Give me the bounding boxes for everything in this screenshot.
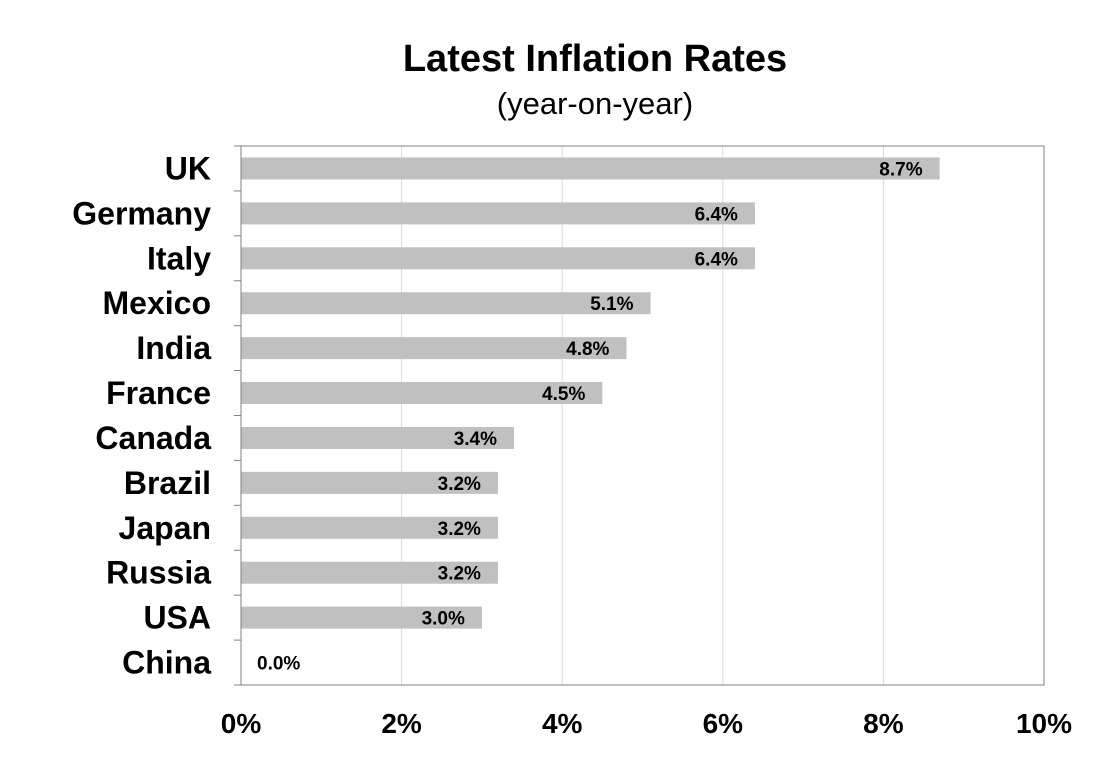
plot-frame xyxy=(234,145,1045,686)
x-tick-label-4: 4% xyxy=(542,708,583,739)
x-tick-label-2: 2% xyxy=(381,708,422,739)
x-tick-label-6: 6% xyxy=(703,708,744,739)
category-label-germany: Germany xyxy=(72,195,211,231)
bar-brazil xyxy=(241,471,498,494)
bar-uk xyxy=(241,157,940,180)
data-label-uk: 8.7% xyxy=(879,159,922,180)
data-label-canada: 3.4% xyxy=(454,429,497,450)
category-label-india: India xyxy=(136,330,211,366)
x-tick-label-0: 0% xyxy=(221,708,262,739)
data-label-germany: 6.4% xyxy=(695,204,738,225)
category-label-mexico: Mexico xyxy=(103,285,211,321)
category-label-canada: Canada xyxy=(95,420,211,456)
data-label-france: 4.5% xyxy=(542,384,585,405)
category-label-italy: Italy xyxy=(147,240,211,276)
x-tick-labels: 0% 2% 4% 6% 8% 10% xyxy=(221,708,1072,739)
category-label-uk: UK xyxy=(165,150,211,186)
x-tick-label-10: 10% xyxy=(1016,708,1072,739)
gridlines xyxy=(401,146,884,685)
bar-italy xyxy=(241,247,755,270)
category-labels: UK Germany Italy Mexico India France Canada Bra… xyxy=(72,150,211,680)
category-label-usa: USA xyxy=(143,600,211,636)
category-label-china: China xyxy=(122,645,211,681)
chart-title: Latest Inflation Rates xyxy=(403,38,787,80)
bar-canada xyxy=(241,426,515,449)
bar-russia xyxy=(241,561,498,584)
bar-france xyxy=(241,382,603,405)
category-label-russia: Russia xyxy=(106,555,211,591)
data-label-japan: 3.2% xyxy=(438,519,481,540)
data-label-india: 4.8% xyxy=(566,339,609,360)
data-label-mexico: 5.1% xyxy=(590,294,633,315)
data-label-china: 0.0% xyxy=(257,654,300,675)
category-label-brazil: Brazil xyxy=(124,465,211,501)
data-label-italy: 6.4% xyxy=(695,249,738,270)
x-tick-label-8: 8% xyxy=(863,708,904,739)
data-label-usa: 3.0% xyxy=(422,609,465,630)
data-label-russia: 3.2% xyxy=(438,564,481,585)
category-label-japan: Japan xyxy=(119,510,211,546)
bar-usa xyxy=(241,606,482,629)
bar-mexico xyxy=(241,292,651,315)
category-label-france: France xyxy=(106,375,211,411)
chart-subtitle: (year-on-year) xyxy=(497,86,693,121)
data-label-brazil: 3.2% xyxy=(438,474,481,495)
bar-india xyxy=(241,337,627,360)
bar-japan xyxy=(241,516,498,539)
bar-germany xyxy=(241,202,755,225)
plot-area-border xyxy=(240,145,1045,686)
data-labels: 8.7% 6.4% 6.4% 5.1% 4.8% 4.5% 3.4% 3.2% 3.2% 3.2%… xyxy=(257,159,923,674)
bars xyxy=(241,157,940,629)
